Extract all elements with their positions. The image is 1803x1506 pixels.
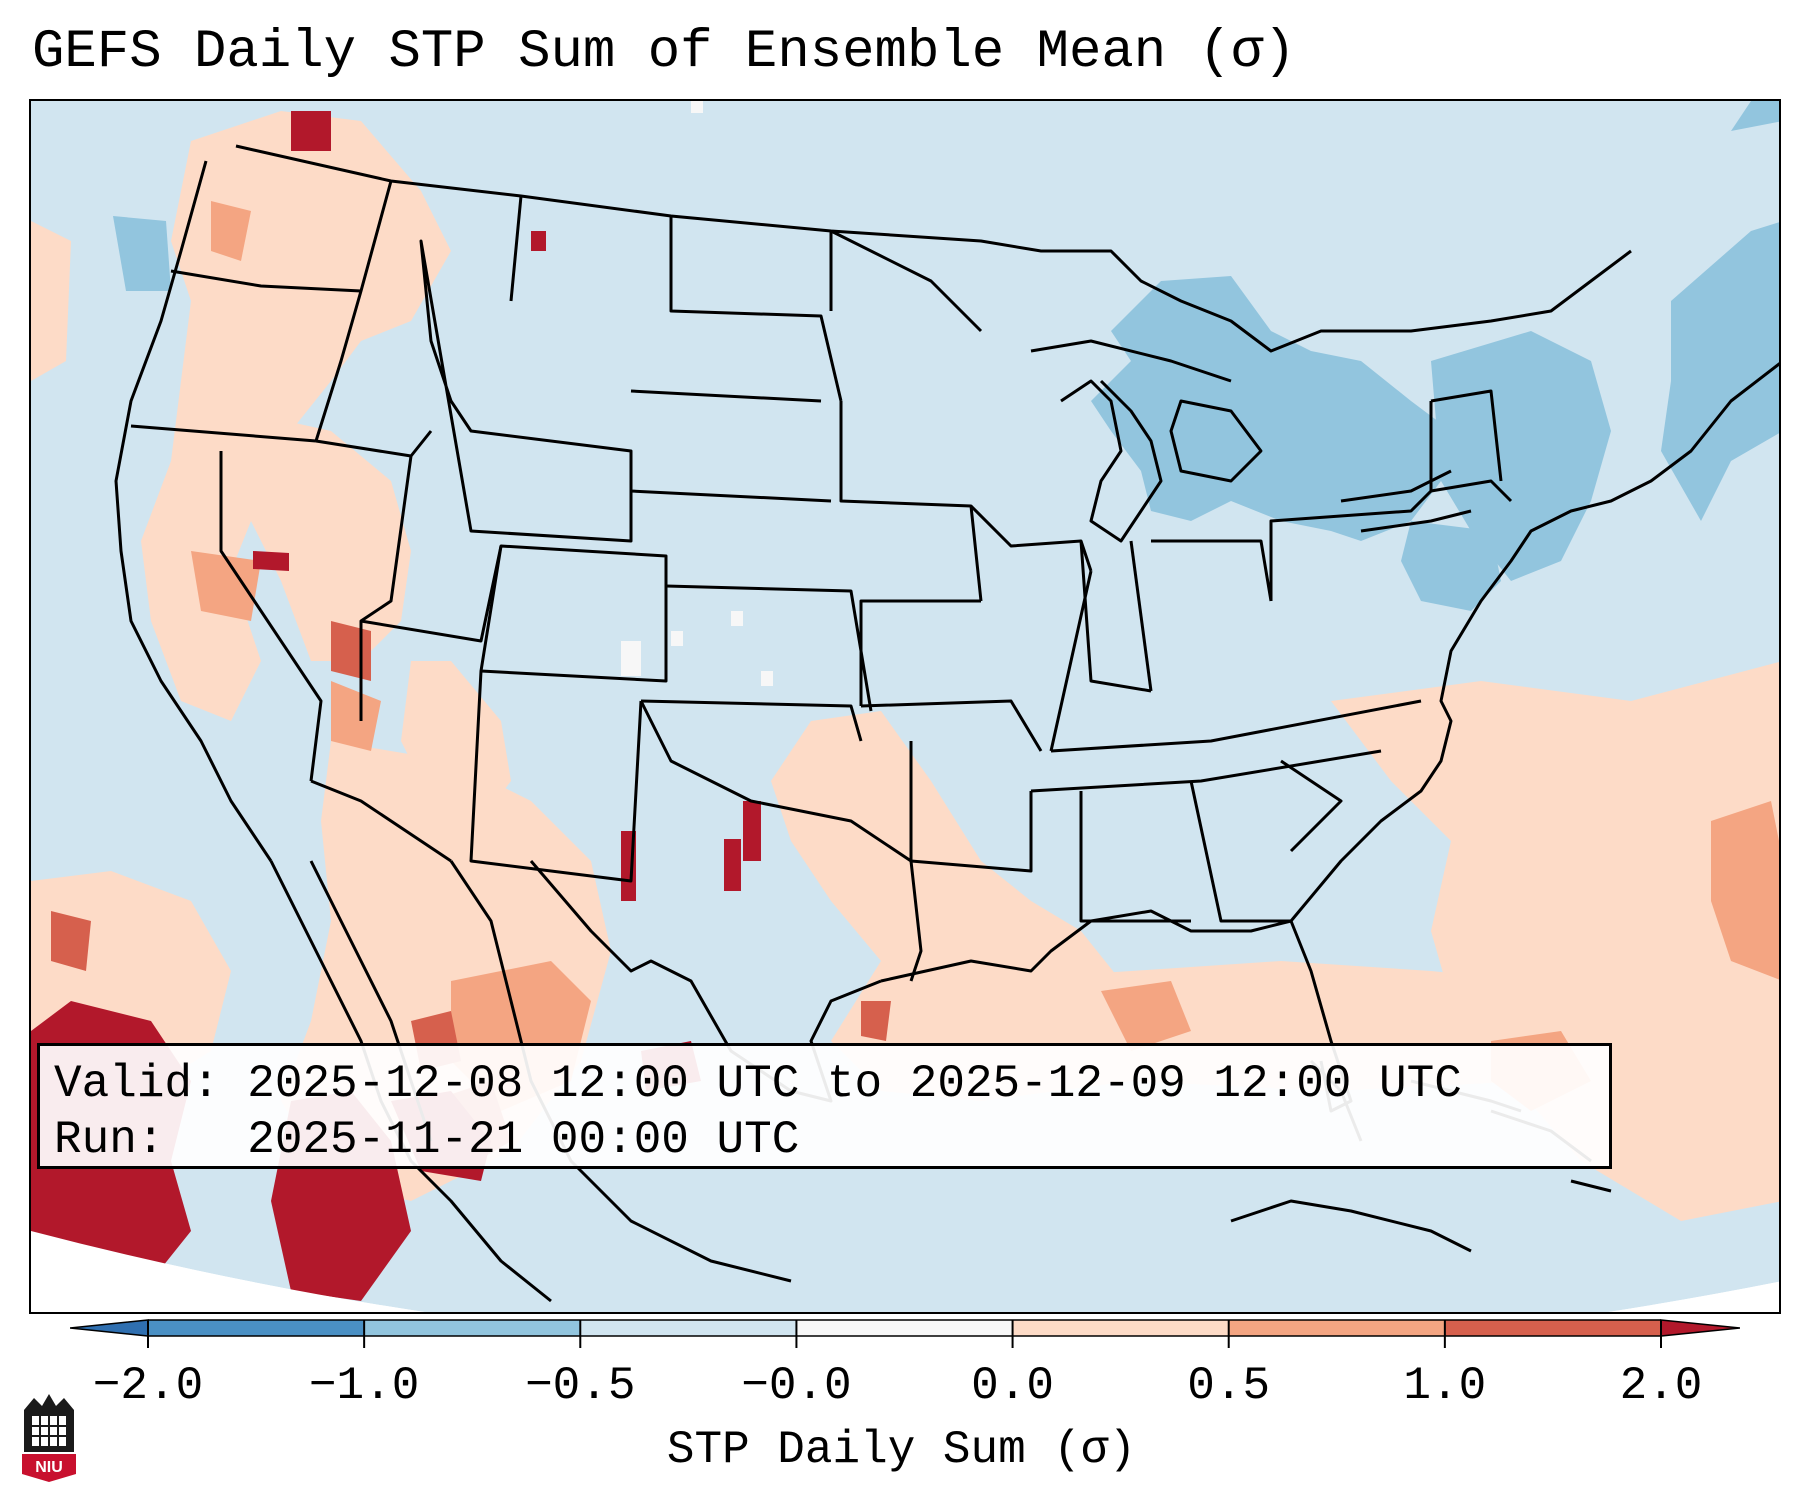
colorbar-bin (148, 1320, 365, 1336)
valid-time: Valid: 2025-12-08 12:00 UTC to 2025-12-0… (54, 1058, 1462, 1110)
valid-run-box: Valid: 2025-12-08 12:00 UTC to 2025-12-0… (37, 1043, 1612, 1169)
colorbar-bin (1444, 1320, 1662, 1336)
niu-logo: NIU (22, 1394, 76, 1482)
colorbar-bin (1228, 1320, 1446, 1336)
colorbar-tick-label: 0.0 (971, 1360, 1054, 1412)
colorbar-tick-label: 0.5 (1187, 1360, 1271, 1412)
map-panel (29, 99, 1781, 1314)
outside-domain (31, 1231, 1779, 1312)
colorbar-tick-label: 1.0 (1403, 1360, 1487, 1412)
colorbar-tick-label: −2.0 (92, 1360, 204, 1412)
colorbar-ticks (147, 1320, 1662, 1348)
colorbar-over-arrow (1660, 1319, 1740, 1337)
colorbar-bin (1012, 1320, 1230, 1336)
map-title: GEFS Daily STP Sum of Ensemble Mean (σ) (32, 22, 1296, 83)
colorbar-bin (580, 1320, 797, 1336)
colorbar-label: STP Daily Sum (σ) (666, 1424, 1137, 1476)
colorbar-tick-label: −0.0 (741, 1360, 852, 1412)
colorbar-bin (796, 1320, 1014, 1336)
colorbar-tick-label: −0.5 (525, 1360, 636, 1412)
map-canvas (31, 101, 1779, 1312)
colorbar-bin (364, 1320, 581, 1336)
colorbar-tick-label: −1.0 (308, 1360, 420, 1412)
colorbar (70, 1319, 1740, 1348)
run-time: Run: 2025-11-21 00:00 UTC (54, 1114, 800, 1166)
colorbar-under-arrow (70, 1319, 149, 1337)
colorbar-bins (148, 1320, 1662, 1336)
niu-logo-text: NIU (35, 1459, 63, 1476)
colorbar-tick-label: 2.0 (1619, 1360, 1703, 1412)
